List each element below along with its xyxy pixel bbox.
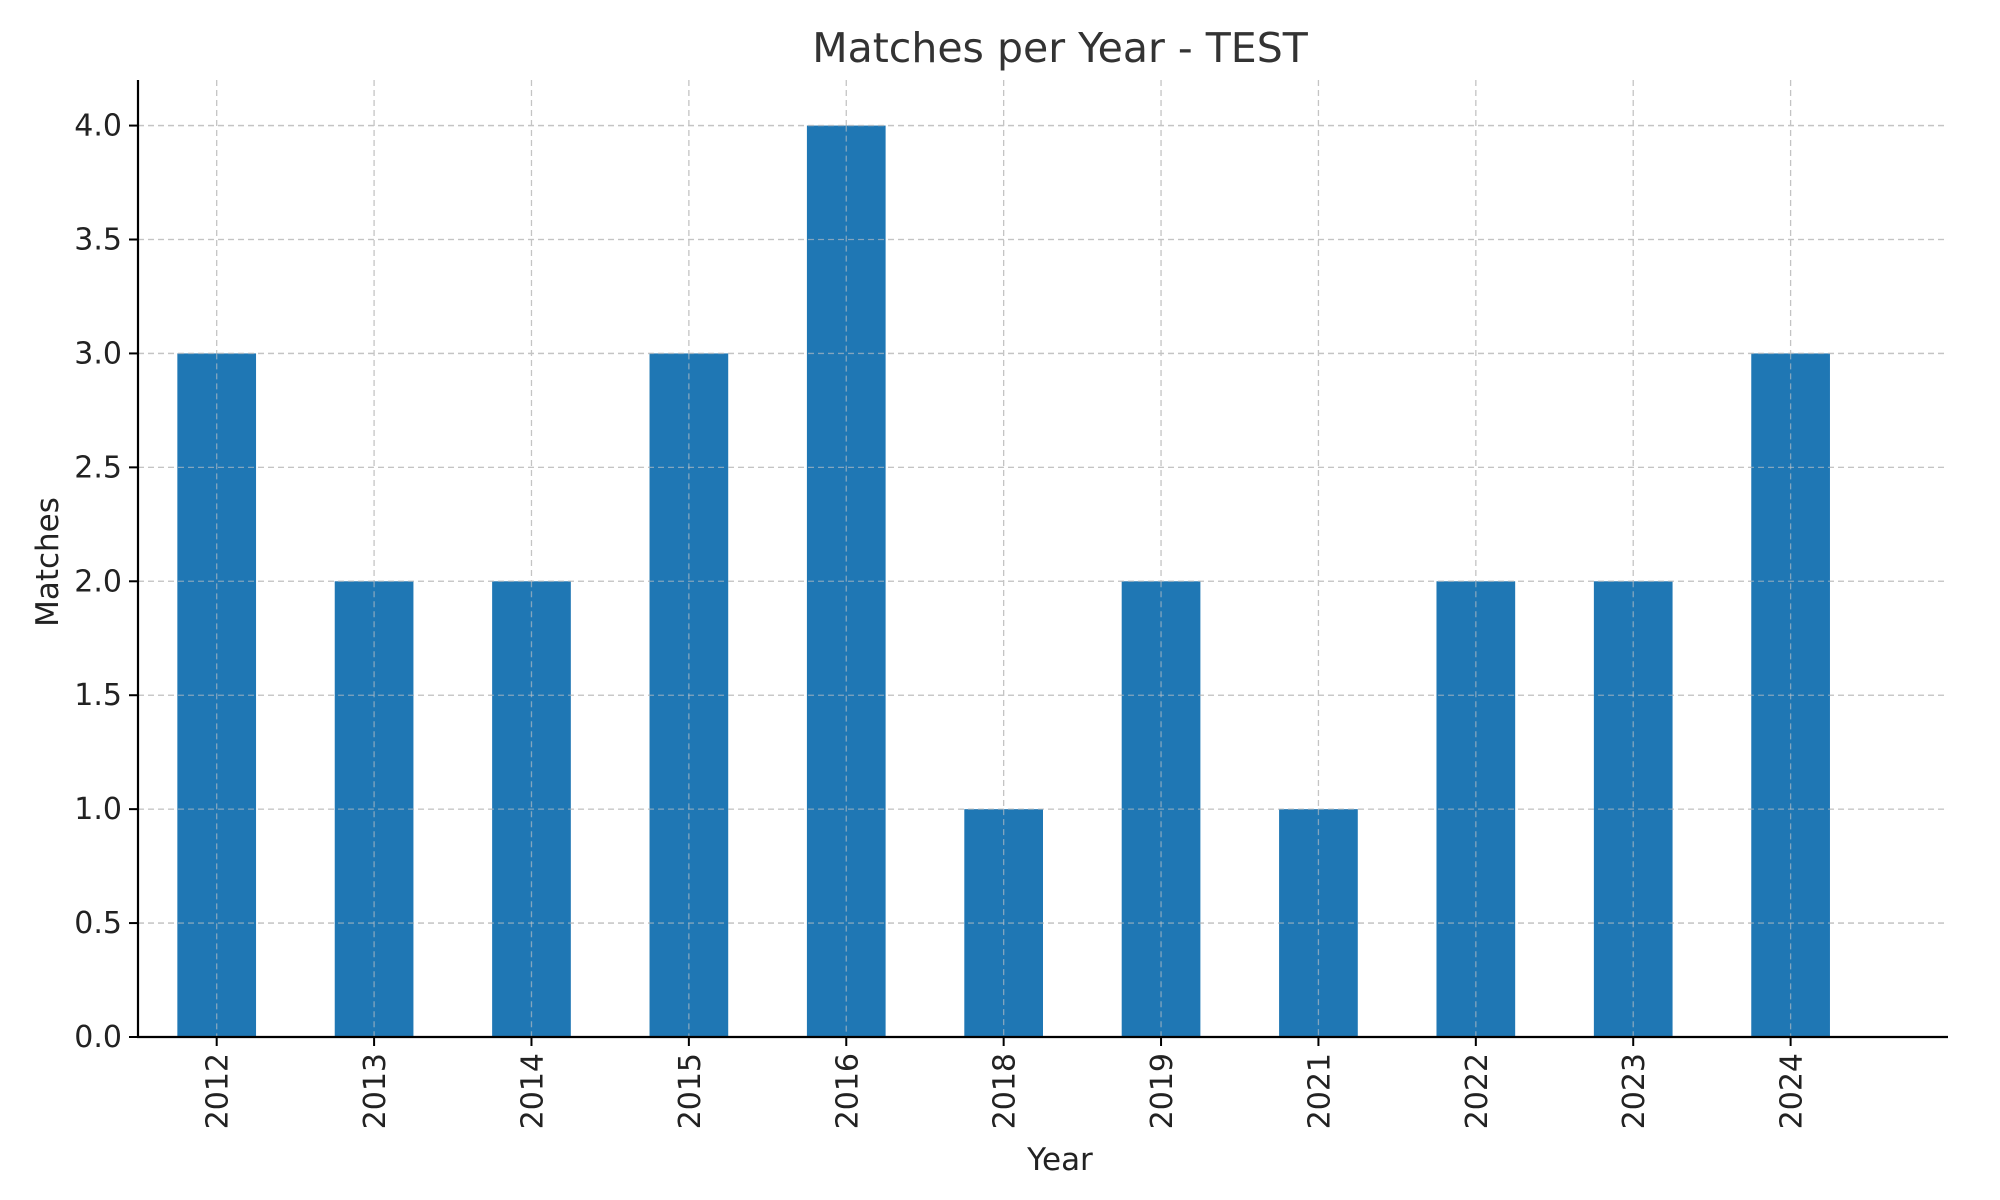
- y-tick-label: 2.0: [74, 564, 122, 599]
- y-tick-label: 1.5: [74, 678, 122, 713]
- x-tick-label: 2016: [830, 1053, 865, 1129]
- y-tick-label: 3.0: [74, 336, 122, 371]
- x-tick-label: 2018: [988, 1053, 1023, 1129]
- x-tick-label: 2022: [1460, 1053, 1495, 1129]
- x-tick-label: 2021: [1302, 1053, 1337, 1129]
- x-tick-label: 2012: [201, 1053, 236, 1129]
- x-tick-label: 2023: [1617, 1053, 1652, 1129]
- y-tick-label: 1.0: [74, 792, 122, 827]
- x-tick-label: 2014: [515, 1053, 550, 1129]
- y-tick-label: 0.5: [74, 906, 122, 941]
- x-tick-label: 2024: [1775, 1053, 1810, 1129]
- x-tick-label: 2015: [673, 1053, 708, 1129]
- y-tick-label: 2.5: [74, 450, 122, 485]
- y-tick-label: 3.5: [74, 223, 122, 258]
- x-tick-label: 2013: [358, 1053, 393, 1129]
- y-axis-label: Matches: [30, 497, 66, 627]
- x-axis-label: Year: [1026, 1142, 1093, 1178]
- y-tick-label: 4.0: [74, 109, 122, 144]
- x-tick-label: 2019: [1145, 1053, 1180, 1129]
- y-tick-label: 0.0: [74, 1020, 122, 1055]
- x-ticks: 2012 2013 2014 2015 2016 2018 2019 2021 2022 2023…: [201, 1037, 1810, 1129]
- chart-title: Matches per Year - TEST: [812, 24, 1308, 72]
- y-ticks: 0.0 0.5 1.0 1.5 2.0 2.5 3.0 3.5 4.0: [74, 109, 138, 1055]
